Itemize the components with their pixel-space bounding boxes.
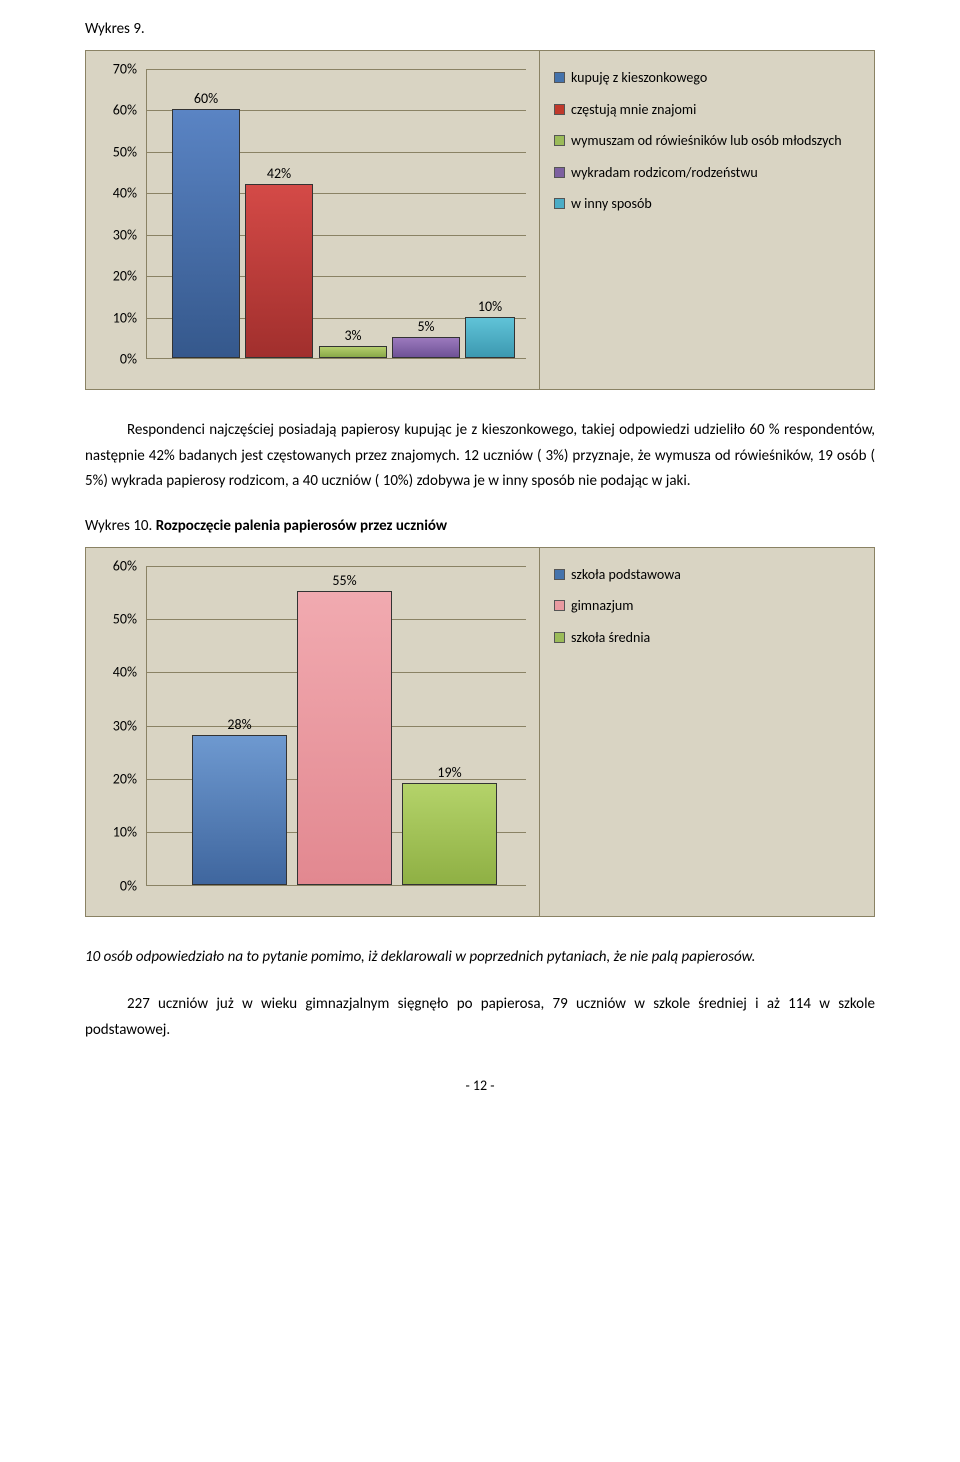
bar-value-label: 3%: [344, 327, 361, 347]
chart-bar: 28%: [192, 735, 287, 884]
legend-label: w inny sposób: [571, 195, 652, 213]
chart1-plot-area: 0%10%20%30%40%50%60%70%60%42%3%5%10%: [85, 50, 540, 390]
legend-item: w inny sposób: [554, 195, 860, 213]
y-axis-label: 0%: [120, 877, 147, 894]
legend-label: wymuszam od rówieśników lub osób młodszy…: [571, 132, 842, 150]
legend-swatch: [554, 198, 565, 209]
bar-value-label: 42%: [267, 165, 291, 185]
legend-label: szkoła podstawowa: [571, 566, 681, 584]
legend-swatch: [554, 104, 565, 115]
y-axis-label: 30%: [113, 717, 147, 734]
chart2-plot-area: 0%10%20%30%40%50%60%28%55%19%: [85, 547, 540, 917]
y-axis-label: 60%: [113, 557, 147, 574]
gridline: [147, 566, 526, 567]
bar-value-label: 19%: [437, 764, 461, 784]
legend-item: wykradam rodzicom/rodzeństwu: [554, 164, 860, 182]
chart2-legend: szkoła podstawowa gimnazjum szkoła średnia: [540, 547, 875, 917]
y-axis-label: 60%: [113, 102, 147, 119]
legend-label: szkoła średnia: [571, 629, 650, 647]
chart-bar: 5%: [392, 337, 460, 358]
y-axis-label: 10%: [113, 309, 147, 326]
gridline: [147, 69, 526, 70]
legend-label: kupuję z kieszonkowego: [571, 69, 707, 87]
legend-swatch: [554, 600, 565, 611]
chart-bar: 55%: [297, 591, 392, 884]
chart1-legend: kupuję z kieszonkowego częstują mnie znaj…: [540, 50, 875, 390]
legend-item: kupuję z kieszonkowego: [554, 69, 860, 87]
chart2-title: Wykres 10. Rozpoczęcie palenia papierosó…: [85, 517, 875, 535]
bar-value-label: 5%: [417, 318, 434, 338]
legend-label: częstują mnie znajomi: [571, 101, 696, 119]
bar-value-label: 60%: [194, 90, 218, 110]
y-axis-label: 30%: [113, 226, 147, 243]
legend-label: wykradam rodzicom/rodzeństwu: [571, 164, 758, 182]
legend-item: wymuszam od rówieśników lub osób młodszy…: [554, 132, 860, 150]
bar-value-label: 55%: [332, 572, 356, 592]
chart-bar: 3%: [319, 346, 387, 358]
legend-item: szkoła podstawowa: [554, 566, 860, 584]
page-number: - 12 -: [85, 1077, 875, 1094]
y-axis-label: 20%: [113, 770, 147, 787]
legend-swatch: [554, 632, 565, 643]
y-axis-label: 10%: [113, 824, 147, 841]
chart-bar: 19%: [402, 783, 497, 884]
paragraph-2: 10 osób odpowiedziało na to pytanie pomi…: [85, 945, 875, 971]
paragraph-3: 227 uczniów już w wieku gimnazjalnym się…: [85, 992, 875, 1043]
paragraph-1: Respondenci najczęściej posiadają papier…: [85, 418, 875, 495]
y-axis-label: 40%: [113, 185, 147, 202]
chart-bar: 60%: [172, 109, 240, 358]
legend-swatch: [554, 569, 565, 580]
y-axis-label: 0%: [120, 351, 147, 368]
bar-value-label: 10%: [478, 298, 502, 318]
chart-bar: 42%: [245, 184, 313, 358]
plot: 0%10%20%30%40%50%60%70%60%42%3%5%10%: [146, 69, 526, 359]
bar-value-label: 28%: [227, 716, 251, 736]
y-axis-label: 50%: [113, 610, 147, 627]
legend-swatch: [554, 72, 565, 83]
legend-item: szkoła średnia: [554, 629, 860, 647]
y-axis-label: 40%: [113, 664, 147, 681]
legend-swatch: [554, 167, 565, 178]
legend-item: gimnazjum: [554, 597, 860, 615]
y-axis-label: 50%: [113, 143, 147, 160]
legend-swatch: [554, 135, 565, 146]
y-axis-label: 20%: [113, 268, 147, 285]
chart1-title: Wykres 9.: [85, 20, 875, 38]
y-axis-label: 70%: [113, 61, 147, 78]
chart1-container: 0%10%20%30%40%50%60%70%60%42%3%5%10% kup…: [85, 50, 875, 390]
chart2-container: 0%10%20%30%40%50%60%28%55%19% szkoła pod…: [85, 547, 875, 917]
legend-item: częstują mnie znajomi: [554, 101, 860, 119]
plot: 0%10%20%30%40%50%60%28%55%19%: [146, 566, 526, 886]
legend-label: gimnazjum: [571, 597, 633, 615]
chart-bar: 10%: [465, 317, 515, 358]
